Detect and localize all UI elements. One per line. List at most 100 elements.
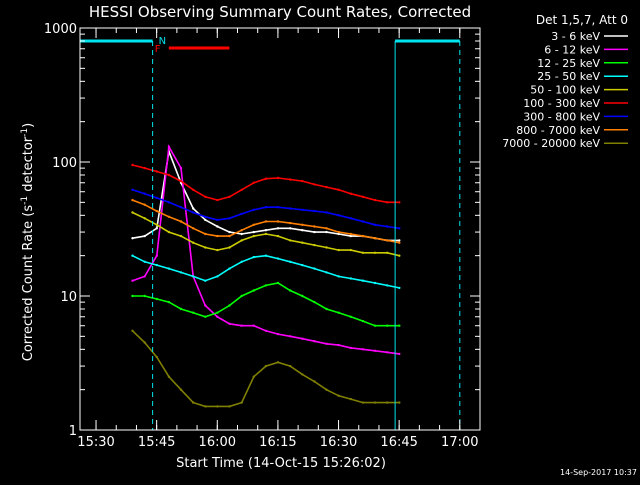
data-point bbox=[386, 201, 389, 204]
data-point bbox=[216, 275, 219, 278]
legend-entry-label: 300 - 800 keV bbox=[523, 110, 600, 123]
series-line bbox=[131, 330, 400, 408]
data-point bbox=[216, 405, 219, 408]
data-point bbox=[167, 215, 171, 218]
data-point bbox=[349, 234, 352, 238]
data-point bbox=[398, 286, 401, 290]
timestamp: 14-Sep-2017 10:37 bbox=[560, 468, 637, 477]
data-point bbox=[276, 220, 280, 223]
data-point bbox=[155, 355, 158, 359]
data-point bbox=[289, 178, 292, 181]
data-point bbox=[143, 294, 146, 298]
legend-entry-label: 100 - 300 keV bbox=[523, 97, 600, 110]
y-tick-label: 100 bbox=[52, 156, 77, 171]
data-point bbox=[179, 179, 183, 183]
data-point bbox=[361, 348, 365, 351]
data-point bbox=[373, 281, 377, 285]
data-point bbox=[228, 217, 231, 220]
data-point bbox=[155, 170, 158, 173]
data-point bbox=[361, 279, 365, 282]
data-point bbox=[264, 254, 268, 257]
y-tick-label: 1000 bbox=[44, 22, 77, 37]
data-point bbox=[276, 234, 280, 238]
data-point bbox=[143, 166, 146, 170]
data-point bbox=[240, 229, 243, 232]
x-tick-label: 16:45 bbox=[380, 435, 417, 450]
x-tick-label: 15:45 bbox=[138, 435, 175, 450]
data-point bbox=[313, 380, 316, 383]
data-point bbox=[264, 232, 268, 236]
chart-title: HESSI Observing Summary Count Rates, Cor… bbox=[89, 3, 471, 21]
data-point bbox=[386, 225, 389, 228]
data-point bbox=[264, 177, 268, 180]
data-point bbox=[313, 225, 316, 228]
data-point bbox=[131, 254, 134, 257]
data-point bbox=[192, 188, 195, 191]
data-point bbox=[216, 225, 219, 228]
data-point bbox=[204, 304, 207, 307]
x-tick-label: 15:30 bbox=[77, 435, 114, 450]
x-tick-label: 16:30 bbox=[320, 435, 357, 450]
data-point bbox=[337, 311, 340, 314]
y-label-sup-1: -1 bbox=[20, 196, 30, 205]
data-point bbox=[264, 284, 268, 287]
data-point bbox=[179, 234, 183, 238]
legend-entry-label: 25 - 50 keV bbox=[537, 70, 600, 83]
data-point bbox=[264, 206, 268, 209]
data-point bbox=[398, 241, 401, 244]
data-point bbox=[240, 401, 243, 404]
data-point bbox=[337, 230, 340, 234]
data-point bbox=[301, 208, 304, 211]
data-point bbox=[228, 195, 231, 198]
data-point bbox=[155, 297, 158, 301]
data-point bbox=[192, 311, 195, 314]
data-point bbox=[361, 234, 365, 238]
data-point bbox=[228, 322, 231, 325]
data-point bbox=[349, 248, 352, 252]
data-point bbox=[131, 279, 134, 282]
data-point bbox=[289, 289, 292, 292]
data-point bbox=[325, 388, 328, 391]
data-point bbox=[252, 255, 255, 259]
data-point bbox=[386, 239, 389, 242]
data-point bbox=[373, 349, 377, 352]
plot-frame bbox=[79, 27, 481, 431]
data-point bbox=[240, 232, 243, 236]
data-point bbox=[155, 223, 158, 226]
data-point bbox=[240, 260, 243, 263]
data-point bbox=[167, 375, 171, 378]
x-tick-label: 16:00 bbox=[199, 435, 236, 450]
data-point bbox=[131, 329, 134, 332]
data-point bbox=[301, 373, 304, 376]
data-point bbox=[240, 239, 243, 242]
data-point bbox=[398, 352, 401, 356]
data-point bbox=[252, 324, 255, 327]
flare-flag-label: F bbox=[155, 44, 161, 55]
data-point bbox=[216, 198, 219, 202]
data-point bbox=[252, 208, 255, 211]
data-point bbox=[155, 254, 158, 257]
data-point bbox=[167, 267, 171, 270]
legend-entry-label: 50 - 100 keV bbox=[530, 84, 600, 97]
data-point bbox=[337, 214, 340, 217]
legend-entry-label: 3 - 6 keV bbox=[551, 30, 600, 43]
data-point bbox=[325, 230, 328, 234]
data-point bbox=[301, 223, 304, 226]
data-point bbox=[228, 230, 231, 234]
data-point bbox=[228, 267, 231, 270]
data-point bbox=[337, 275, 340, 278]
data-point bbox=[143, 260, 146, 263]
data-point bbox=[373, 401, 377, 404]
data-point bbox=[313, 230, 316, 234]
data-point bbox=[289, 364, 292, 368]
series-line bbox=[132, 282, 400, 327]
data-point bbox=[264, 329, 268, 332]
legend-header: Det 1,5,7, Att 0 bbox=[536, 13, 628, 27]
data-point bbox=[398, 227, 401, 230]
data-point bbox=[361, 195, 365, 198]
data-point bbox=[398, 201, 401, 204]
data-point bbox=[179, 307, 183, 311]
data-point bbox=[192, 275, 195, 278]
data-point bbox=[192, 241, 195, 244]
x-tick-label: 17:00 bbox=[441, 435, 478, 450]
